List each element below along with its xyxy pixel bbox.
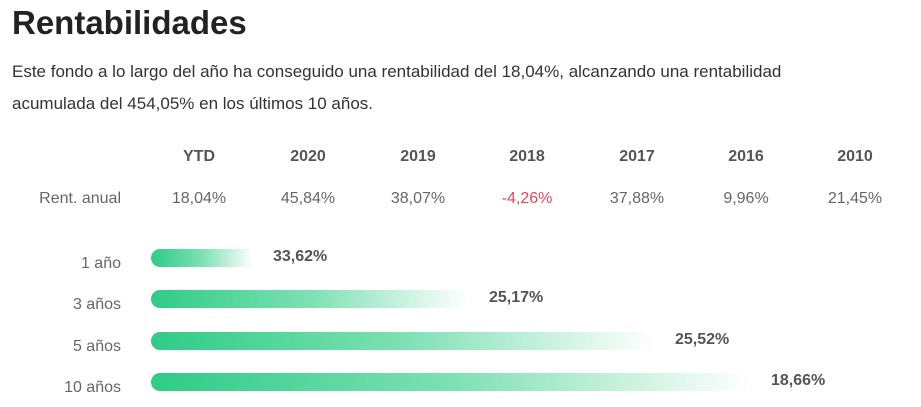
table-cell: 21,45% xyxy=(827,190,883,207)
bar-label: 10 años xyxy=(64,379,121,396)
table-cell: 45,84% xyxy=(280,190,336,207)
bar-value: 25,52% xyxy=(675,331,730,348)
bar-label: 1 año xyxy=(80,255,121,272)
column-header: 2020 xyxy=(290,148,326,165)
column-header: 2017 xyxy=(619,148,655,165)
bar-value: 33,62% xyxy=(273,248,328,265)
column-header: 2018 xyxy=(509,148,545,165)
bar-value: 18,66% xyxy=(771,372,826,389)
bar xyxy=(151,332,655,350)
page-title: Rentabilidades xyxy=(12,4,247,41)
bar-label: 3 años xyxy=(72,296,121,313)
row-label: Rent. anual xyxy=(39,190,121,207)
table-cell: 9,96% xyxy=(723,190,769,207)
bar-value: 25,17% xyxy=(489,289,544,306)
bar-label: 5 años xyxy=(72,338,121,355)
column-header: 2019 xyxy=(400,148,436,165)
bar xyxy=(151,249,253,267)
column-header: YTD xyxy=(183,148,215,165)
column-header: 2016 xyxy=(728,148,764,165)
table-cell: 38,07% xyxy=(390,190,446,207)
table-cell-negative: -4,26% xyxy=(501,190,553,207)
description: Este fondo a lo largo del año ha consegu… xyxy=(12,62,782,113)
table-cell: 18,04% xyxy=(171,190,227,207)
column-header: 2010 xyxy=(837,148,873,165)
bar xyxy=(151,290,469,308)
bar xyxy=(151,373,751,391)
table-cell: 37,88% xyxy=(609,190,665,207)
